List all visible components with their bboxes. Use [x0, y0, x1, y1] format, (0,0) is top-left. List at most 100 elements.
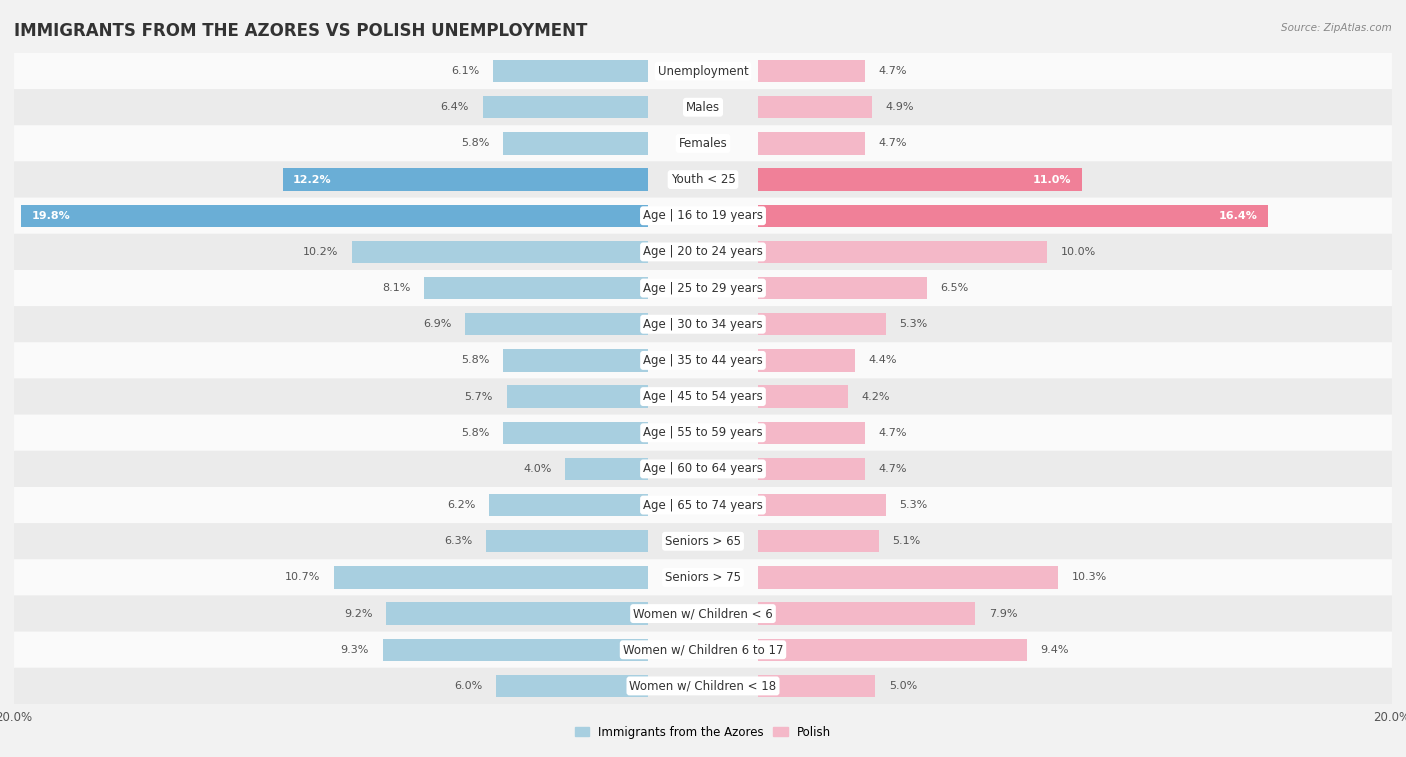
- Text: Age | 65 to 74 years: Age | 65 to 74 years: [643, 499, 763, 512]
- Bar: [758, 639, 1026, 661]
- Text: 6.2%: 6.2%: [447, 500, 475, 510]
- Text: 5.8%: 5.8%: [461, 356, 489, 366]
- Text: 5.1%: 5.1%: [893, 536, 921, 547]
- FancyBboxPatch shape: [14, 523, 1392, 559]
- FancyBboxPatch shape: [14, 53, 1392, 89]
- Bar: [283, 168, 648, 191]
- Bar: [486, 530, 648, 553]
- Bar: [352, 241, 648, 263]
- Bar: [482, 96, 648, 118]
- Text: 5.8%: 5.8%: [461, 139, 489, 148]
- Text: 10.0%: 10.0%: [1062, 247, 1097, 257]
- Text: Seniors > 75: Seniors > 75: [665, 571, 741, 584]
- Text: Women w/ Children 6 to 17: Women w/ Children 6 to 17: [623, 643, 783, 656]
- Text: 16.4%: 16.4%: [1219, 210, 1257, 221]
- Bar: [496, 674, 648, 697]
- Text: 4.9%: 4.9%: [886, 102, 914, 112]
- Text: 6.9%: 6.9%: [423, 319, 451, 329]
- Text: 11.0%: 11.0%: [1033, 175, 1071, 185]
- Bar: [758, 204, 1268, 227]
- FancyBboxPatch shape: [14, 89, 1392, 126]
- Bar: [335, 566, 648, 589]
- FancyBboxPatch shape: [14, 631, 1392, 668]
- FancyBboxPatch shape: [14, 234, 1392, 270]
- Bar: [758, 313, 886, 335]
- Text: 6.3%: 6.3%: [444, 536, 472, 547]
- Bar: [382, 639, 648, 661]
- Text: 4.0%: 4.0%: [523, 464, 551, 474]
- Text: Age | 20 to 24 years: Age | 20 to 24 years: [643, 245, 763, 258]
- Text: IMMIGRANTS FROM THE AZORES VS POLISH UNEMPLOYMENT: IMMIGRANTS FROM THE AZORES VS POLISH UNE…: [14, 22, 588, 40]
- Bar: [758, 385, 848, 408]
- Text: 9.4%: 9.4%: [1040, 645, 1069, 655]
- Text: Age | 45 to 54 years: Age | 45 to 54 years: [643, 390, 763, 403]
- Text: 9.2%: 9.2%: [344, 609, 373, 618]
- FancyBboxPatch shape: [14, 451, 1392, 487]
- Text: 4.2%: 4.2%: [862, 391, 890, 401]
- Text: 4.7%: 4.7%: [879, 139, 907, 148]
- Bar: [503, 422, 648, 444]
- Bar: [758, 132, 865, 154]
- Text: Women w/ Children < 18: Women w/ Children < 18: [630, 680, 776, 693]
- Text: Seniors > 65: Seniors > 65: [665, 534, 741, 548]
- Text: Age | 30 to 34 years: Age | 30 to 34 years: [643, 318, 763, 331]
- Bar: [758, 277, 927, 299]
- Text: 5.3%: 5.3%: [900, 319, 928, 329]
- Bar: [465, 313, 648, 335]
- Bar: [387, 603, 648, 625]
- Text: 9.3%: 9.3%: [340, 645, 368, 655]
- Bar: [758, 674, 875, 697]
- FancyBboxPatch shape: [14, 487, 1392, 523]
- Text: 19.8%: 19.8%: [31, 210, 70, 221]
- FancyBboxPatch shape: [14, 668, 1392, 704]
- Bar: [489, 494, 648, 516]
- Bar: [503, 132, 648, 154]
- Text: 5.0%: 5.0%: [889, 681, 917, 691]
- Text: Females: Females: [679, 137, 727, 150]
- Bar: [758, 168, 1083, 191]
- Text: Males: Males: [686, 101, 720, 114]
- Text: 7.9%: 7.9%: [988, 609, 1018, 618]
- FancyBboxPatch shape: [14, 596, 1392, 631]
- Legend: Immigrants from the Azores, Polish: Immigrants from the Azores, Polish: [569, 721, 837, 743]
- Text: Youth < 25: Youth < 25: [671, 173, 735, 186]
- Bar: [758, 241, 1047, 263]
- FancyBboxPatch shape: [14, 270, 1392, 306]
- Text: 5.8%: 5.8%: [461, 428, 489, 438]
- Text: 5.3%: 5.3%: [900, 500, 928, 510]
- Bar: [494, 60, 648, 83]
- Bar: [758, 96, 872, 118]
- FancyBboxPatch shape: [14, 342, 1392, 378]
- Text: Source: ZipAtlas.com: Source: ZipAtlas.com: [1281, 23, 1392, 33]
- Text: 10.2%: 10.2%: [302, 247, 337, 257]
- Text: Age | 55 to 59 years: Age | 55 to 59 years: [643, 426, 763, 439]
- FancyBboxPatch shape: [14, 559, 1392, 596]
- Text: Unemployment: Unemployment: [658, 64, 748, 77]
- Text: Age | 16 to 19 years: Age | 16 to 19 years: [643, 209, 763, 223]
- Bar: [758, 566, 1057, 589]
- Bar: [758, 349, 855, 372]
- Bar: [506, 385, 648, 408]
- FancyBboxPatch shape: [14, 306, 1392, 342]
- Text: Age | 35 to 44 years: Age | 35 to 44 years: [643, 354, 763, 367]
- Text: 6.5%: 6.5%: [941, 283, 969, 293]
- Text: 10.3%: 10.3%: [1071, 572, 1107, 582]
- Bar: [758, 60, 865, 83]
- Text: 6.0%: 6.0%: [454, 681, 482, 691]
- Text: 8.1%: 8.1%: [382, 283, 411, 293]
- FancyBboxPatch shape: [14, 415, 1392, 451]
- Text: Age | 25 to 29 years: Age | 25 to 29 years: [643, 282, 763, 294]
- FancyBboxPatch shape: [14, 198, 1392, 234]
- Text: 12.2%: 12.2%: [292, 175, 332, 185]
- Text: 10.7%: 10.7%: [285, 572, 321, 582]
- Text: 6.4%: 6.4%: [440, 102, 468, 112]
- Bar: [565, 458, 648, 480]
- Bar: [503, 349, 648, 372]
- Text: Age | 60 to 64 years: Age | 60 to 64 years: [643, 463, 763, 475]
- Text: 4.7%: 4.7%: [879, 66, 907, 76]
- Text: 6.1%: 6.1%: [451, 66, 479, 76]
- Bar: [21, 204, 648, 227]
- Bar: [758, 422, 865, 444]
- Bar: [758, 494, 886, 516]
- Bar: [758, 603, 976, 625]
